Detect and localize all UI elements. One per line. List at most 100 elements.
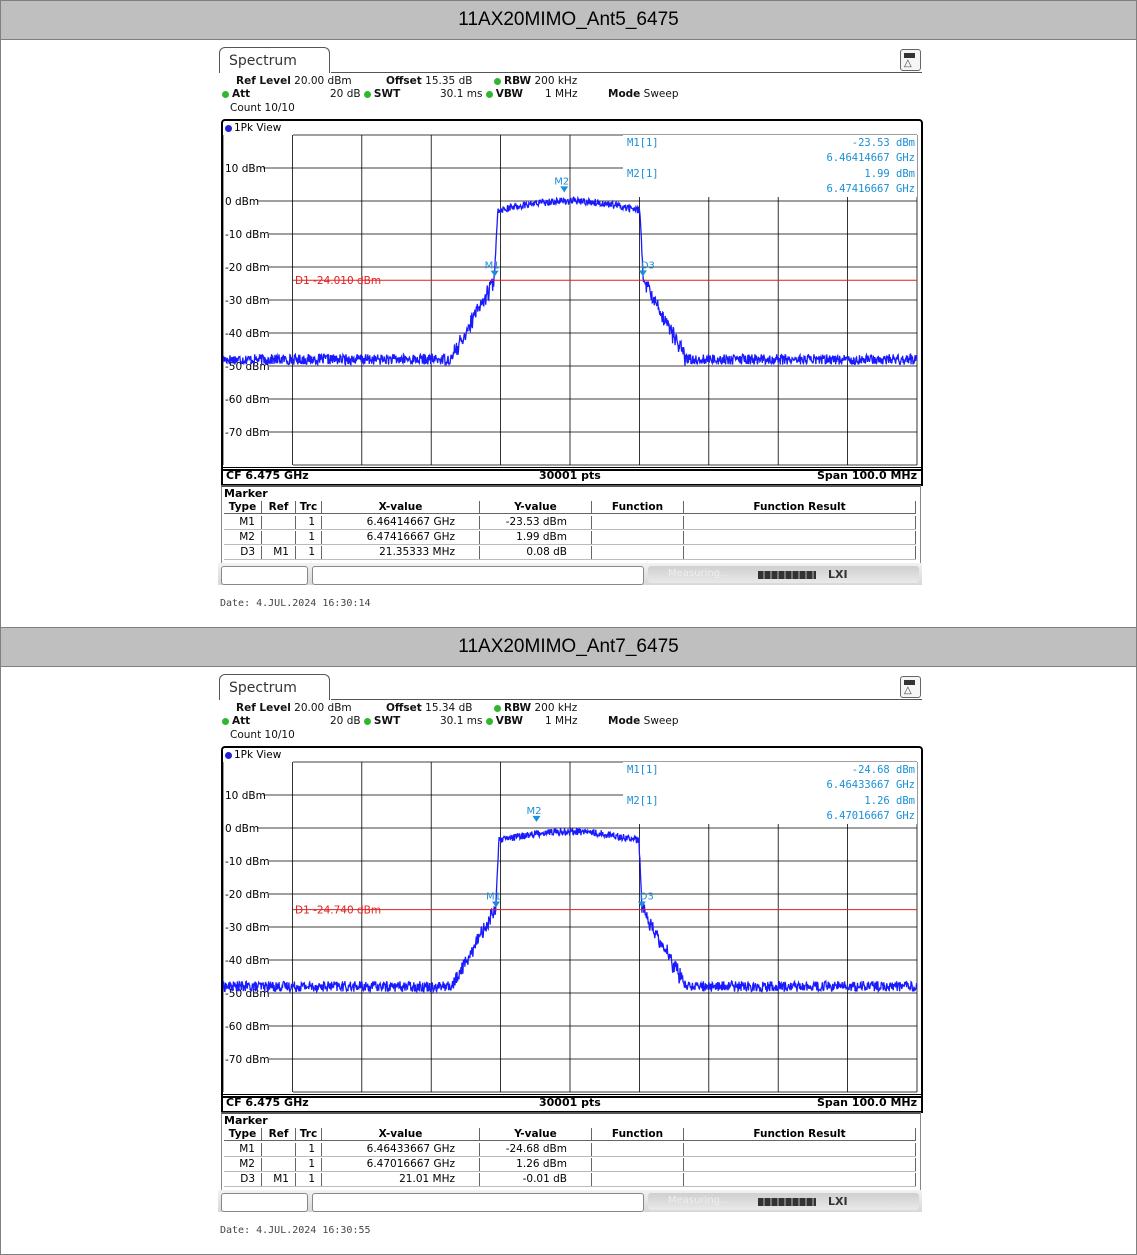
status-bar: Measuring... LXI bbox=[218, 1190, 922, 1212]
marker-readout-freq: 6.47016667 GHz bbox=[826, 810, 915, 822]
y-tick-label: -30 dBm bbox=[225, 922, 270, 934]
marker-table-header-cell: Ref bbox=[262, 501, 296, 514]
marker-table-header-cell: Y-value bbox=[480, 1128, 592, 1141]
marker-table-row: D3 M1 1 21.01 MHz -0.01 dB bbox=[224, 1173, 916, 1187]
tab-spectrum[interactable]: Spectrum bbox=[219, 674, 330, 700]
marker-table-header-cell: Function Result bbox=[684, 1128, 916, 1141]
marker-table-cell: D3 bbox=[224, 546, 262, 559]
marker-table-header-cell: X-value bbox=[322, 501, 480, 514]
marker-table-cell bbox=[262, 516, 296, 529]
marker-table-cell: 21.35333 MHz bbox=[322, 546, 480, 559]
marker-readout-value: 1.99 dBm bbox=[864, 168, 915, 180]
rbw-setting: RBW 200 kHz bbox=[494, 702, 577, 714]
marker-table-cell bbox=[684, 516, 916, 529]
marker-table-cell bbox=[592, 1173, 684, 1186]
sweep-count: Count 10/10 bbox=[230, 102, 295, 114]
marker-table-cell: 1 bbox=[296, 516, 322, 529]
marker-label: D3 bbox=[640, 891, 654, 902]
marker-table-cell: -23.53 dBm bbox=[480, 516, 592, 529]
marker-table-header-cell: Type bbox=[224, 501, 262, 514]
marker-table-header-cell: Trc bbox=[296, 1128, 322, 1141]
marker-table-cell: M2 bbox=[224, 1158, 262, 1171]
att-setting: Att bbox=[222, 715, 250, 727]
marker-table-header-cell: X-value bbox=[322, 1128, 480, 1141]
lxi-icon: LXI bbox=[828, 568, 848, 581]
status-measuring: Measuring... LXI bbox=[648, 566, 919, 583]
center-frequency: CF 6.475 GHz bbox=[226, 1096, 309, 1109]
marker-table-header-cell: Function bbox=[592, 1128, 684, 1141]
y-tick-label: -20 dBm bbox=[225, 889, 270, 901]
marker-table-cell bbox=[684, 531, 916, 544]
mode-setting: Mode Sweep bbox=[608, 715, 679, 727]
sweep-points: 30001 pts bbox=[539, 469, 601, 482]
marker-table-cell: M1 bbox=[224, 516, 262, 529]
marker-table-title: Marker bbox=[224, 487, 268, 500]
y-tick-label: -60 dBm bbox=[225, 394, 270, 406]
marker-table-cell: -24.68 dBm bbox=[480, 1143, 592, 1156]
battery-icon[interactable]: △ bbox=[900, 676, 921, 698]
marker-table-header: Type Ref Trc X-value Y-value Function Function… bbox=[224, 1128, 916, 1141]
tab-bar: Spectrum △ bbox=[218, 674, 922, 700]
marker-table-cell bbox=[684, 1173, 916, 1186]
panel-title: 11AX20MIMO_Ant5_6475 bbox=[0, 0, 1137, 40]
marker-table-row: M2 1 6.47016667 GHz 1.26 dBm bbox=[224, 1158, 916, 1172]
marker-table-row: M2 1 6.47416667 GHz 1.99 dBm bbox=[224, 531, 916, 545]
status-field-message[interactable] bbox=[312, 1193, 644, 1212]
status-field-left[interactable] bbox=[221, 566, 308, 585]
offset-setting: Offset 15.35 dB bbox=[386, 75, 473, 87]
marker-readout-label: M1[1] bbox=[627, 137, 659, 149]
y-tick-label: -10 dBm bbox=[225, 229, 270, 241]
spectrum-analyzer-screen: Spectrum △ Ref Level 20.00 dBm Offset 15… bbox=[218, 47, 923, 585]
spectrum-plot: 10 dBm 0 dBm -10 dBm -20 dBm -30 dBm -40 dBm -… bbox=[223, 761, 918, 1093]
marker-readout-value: -24.68 dBm bbox=[852, 764, 915, 776]
marker-triangle bbox=[637, 901, 646, 908]
marker-triangle bbox=[638, 270, 647, 277]
lxi-icon: LXI bbox=[828, 1195, 848, 1208]
marker-readout-bg bbox=[623, 135, 917, 197]
y-tick-label: -30 dBm bbox=[225, 295, 270, 307]
marker-table-header-cell: Function bbox=[592, 501, 684, 514]
plot-footer: CF 6.475 GHz 30001 pts Span 100.0 MHz bbox=[221, 1094, 923, 1113]
marker-table-cell: 1.26 dBm bbox=[480, 1158, 592, 1171]
marker-table-cell bbox=[592, 546, 684, 559]
spectrum-diagram: 10 dBm 0 dBm -10 dBm -20 dBm -30 dBm -40 dBm -… bbox=[221, 119, 923, 471]
marker-table-cell: 1 bbox=[296, 546, 322, 559]
span-value: Span 100.0 MHz bbox=[816, 1096, 917, 1109]
status-field-left[interactable] bbox=[221, 1193, 308, 1212]
marker-table-cell: 6.46433667 GHz bbox=[322, 1143, 480, 1156]
y-tick-label: 0 dBm bbox=[225, 196, 259, 208]
marker-table-row: M1 1 6.46414667 GHz -23.53 dBm bbox=[224, 516, 916, 530]
marker-label: M1 bbox=[485, 261, 500, 272]
marker-table-header-cell: Function Result bbox=[684, 501, 916, 514]
center-frequency: CF 6.475 GHz bbox=[226, 469, 309, 482]
measuring-label: Measuring... bbox=[668, 568, 730, 579]
y-tick-label: 10 dBm bbox=[225, 790, 266, 802]
marker-table-header-cell: Y-value bbox=[480, 501, 592, 514]
status-field-message[interactable] bbox=[312, 566, 644, 585]
marker-table-cell: 1 bbox=[296, 531, 322, 544]
spectrum-analyzer-screen: Spectrum △ Ref Level 20.00 dBm Offset 15… bbox=[218, 674, 923, 1212]
marker-table-cell bbox=[262, 1158, 296, 1171]
marker-table-header-cell: Trc bbox=[296, 501, 322, 514]
swt-value: 30.1 ms VBW bbox=[440, 88, 523, 100]
panel-body: Spectrum △ Ref Level 20.00 dBm Offset 15… bbox=[0, 667, 1137, 1255]
marker-table-header-cell: Ref bbox=[262, 1128, 296, 1141]
battery-icon[interactable]: △ bbox=[900, 49, 921, 71]
marker-readout-label: M2[1] bbox=[627, 795, 659, 807]
vbw-value: 1 MHz bbox=[545, 88, 578, 100]
marker-readout-label: M2[1] bbox=[627, 168, 659, 180]
marker-table-cell bbox=[684, 1158, 916, 1171]
marker-table-cell bbox=[262, 531, 296, 544]
marker-readout-value: 1.26 dBm bbox=[864, 795, 915, 807]
marker-table: Marker Type Ref Trc X-value Y-value Function F… bbox=[221, 485, 921, 564]
y-tick-label: -20 dBm bbox=[225, 262, 270, 274]
marker-table-cell: 6.47016667 GHz bbox=[322, 1158, 480, 1171]
display-line-label: D1 -24.740 dBm bbox=[295, 905, 381, 917]
marker-table-cell: D3 bbox=[224, 1173, 262, 1186]
sweep-points: 30001 pts bbox=[539, 1096, 601, 1109]
marker-table-cell bbox=[592, 1158, 684, 1171]
y-tick-label: -60 dBm bbox=[225, 1021, 270, 1033]
tab-divider bbox=[331, 72, 922, 73]
marker-readout-freq: 6.47416667 GHz bbox=[826, 183, 915, 195]
tab-spectrum[interactable]: Spectrum bbox=[219, 47, 330, 73]
